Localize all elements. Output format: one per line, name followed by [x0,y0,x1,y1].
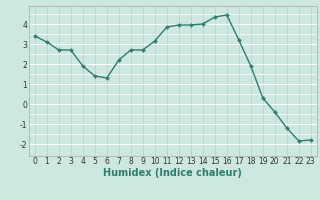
X-axis label: Humidex (Indice chaleur): Humidex (Indice chaleur) [103,168,242,178]
